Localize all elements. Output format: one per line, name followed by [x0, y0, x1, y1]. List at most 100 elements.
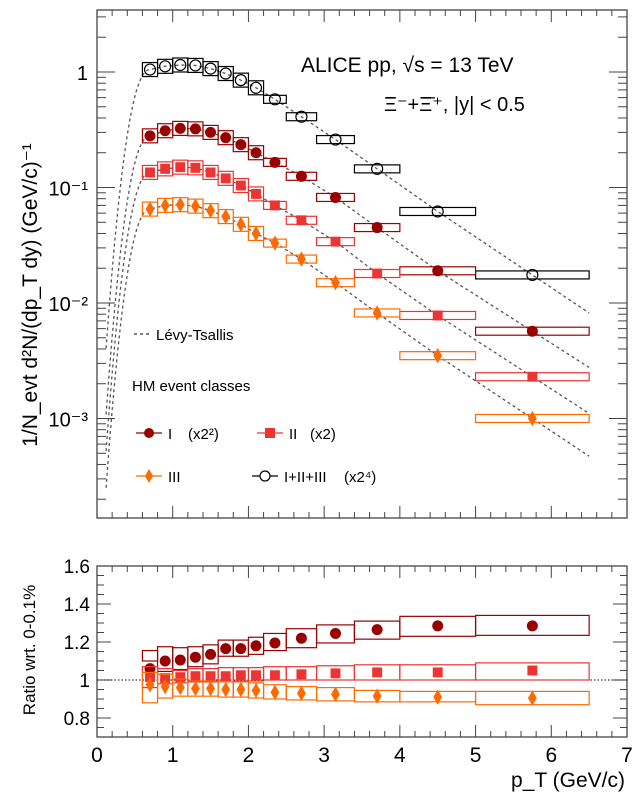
ratio-frame [96, 565, 628, 738]
filled-diamond-marker-icon [145, 469, 153, 483]
filled-circle-marker [295, 170, 307, 182]
filled-circle-marker [330, 191, 341, 203]
filled-circle-marker [235, 643, 247, 655]
particle-label: Ξ⁻+Ξ̄⁺, |y| < 0.5 [384, 94, 525, 116]
filled-square-marker [269, 670, 280, 681]
filled-circle-marker [250, 147, 262, 159]
filled-diamond-marker [270, 235, 280, 251]
filled-diamond-marker [175, 679, 185, 696]
filled-square-marker [432, 310, 443, 321]
open-circle-marker [295, 110, 308, 123]
filled-diamond-marker [191, 198, 200, 214]
filled-circle-marker [174, 122, 186, 134]
spectra-y-axis-title: 1/N_evt d²N/(dp_T dy) (GeV/c)⁻¹ [19, 143, 42, 447]
filled-square-marker [296, 669, 307, 680]
ratio-series-I [141, 614, 590, 675]
legend-label-I: I [168, 426, 172, 443]
legend-fit-label: Lévy-Tsallis [156, 327, 234, 344]
filled-circle-marker [371, 222, 383, 234]
legend-label-III: III [168, 469, 181, 486]
filled-diamond-marker [251, 682, 261, 699]
fit-curve-sum [105, 64, 590, 349]
ratio-y-axis-title: Ratio wrt. 0-0.1% [20, 585, 39, 715]
series-I [141, 120, 590, 337]
x-axis-title: p_T (GeV/c) [511, 769, 625, 792]
filled-diamond-marker [160, 678, 170, 695]
y-tick-label: 10⁻² [49, 294, 89, 316]
filled-circle-marker [432, 265, 444, 277]
filled-circle-marker [235, 139, 247, 151]
ratio-syst-box [474, 662, 590, 681]
filled-circle-marker [330, 627, 341, 639]
filled-diamond-marker [527, 410, 537, 427]
series-sum [141, 57, 590, 282]
filled-circle-marker [371, 624, 383, 636]
x-tick-label: 2 [243, 744, 255, 767]
filled-circle-marker [144, 663, 156, 675]
x-tick-label: 5 [470, 744, 482, 767]
filled-diamond-marker [372, 305, 382, 321]
filled-circle-marker [174, 654, 186, 666]
filled-circle-marker [205, 648, 217, 660]
syst-box [232, 137, 250, 153]
filled-square-marker [205, 671, 216, 682]
syst-box [285, 112, 318, 122]
filled-square-marker [160, 163, 171, 174]
ratio-series-II [141, 662, 590, 689]
filled-square-marker [372, 667, 383, 678]
legend-group-title: HM event classes [132, 378, 250, 395]
filled-diamond-marker [236, 681, 246, 698]
filled-circle-marker [159, 125, 171, 137]
syst-box [262, 94, 287, 104]
legend-entry-sum: I+II+III (x2⁴) [252, 469, 376, 486]
filled-diamond-marker [160, 197, 170, 214]
ratio-panel: 0 1 2 3 4 5 6 7 0.8 1 1.2 1.4 1.6 [64, 557, 633, 767]
filled-square-marker [527, 371, 538, 382]
open-circle-marker [431, 205, 444, 218]
series-II [141, 159, 590, 382]
filled-square-marker [220, 671, 231, 682]
filled-diamond-marker [270, 684, 280, 701]
syst-box [247, 80, 265, 96]
filled-diamond-marker [145, 677, 155, 693]
filled-circle-marker [205, 126, 217, 138]
filled-diamond-marker [433, 347, 443, 364]
y-tick-label: 1.2 [64, 633, 90, 654]
open-circle-marker [268, 93, 282, 106]
filled-square-marker-icon [265, 428, 275, 438]
filled-circle-marker [250, 640, 262, 652]
fit-curve-III [105, 204, 590, 488]
legend-scale-II: (x2) [310, 426, 336, 443]
syst-box [232, 72, 250, 88]
filled-circle-marker [295, 632, 307, 644]
filled-square-marker [251, 670, 261, 681]
filled-square-marker [372, 268, 383, 279]
filled-diamond-marker [206, 680, 215, 697]
open-circle-marker [189, 59, 202, 72]
open-circle-marker [234, 74, 247, 87]
series-III [141, 196, 590, 427]
filled-square-marker [330, 668, 341, 679]
legend-entry-I: I (x2²) [136, 426, 219, 443]
open-circle-marker [204, 62, 217, 75]
filled-circle-marker [144, 130, 156, 142]
filled-square-marker [175, 672, 186, 683]
ratio-syst-box [474, 614, 590, 636]
open-circle-marker [174, 58, 187, 72]
open-circle-marker [159, 60, 172, 73]
filled-circle-marker-icon [144, 428, 154, 438]
syst-box [399, 206, 477, 217]
filled-square-marker [190, 162, 201, 173]
syst-box [353, 164, 401, 174]
open-circle-marker-icon [259, 470, 271, 482]
open-circle-marker [371, 162, 384, 175]
filled-diamond-marker [297, 685, 306, 701]
experiment-label: ALICE pp, √s = 13 TeV [301, 54, 514, 77]
y-tick-label: 1.6 [64, 557, 90, 578]
spectra-panel: 1 10⁻¹ 10⁻² 10⁻³ [49, 9, 628, 519]
filled-circle-marker [159, 655, 171, 667]
x-tick-label: 0 [91, 744, 103, 767]
filled-circle-marker [526, 325, 538, 337]
x-tick-label: 4 [394, 744, 406, 767]
legend-label-II: II [289, 426, 297, 443]
